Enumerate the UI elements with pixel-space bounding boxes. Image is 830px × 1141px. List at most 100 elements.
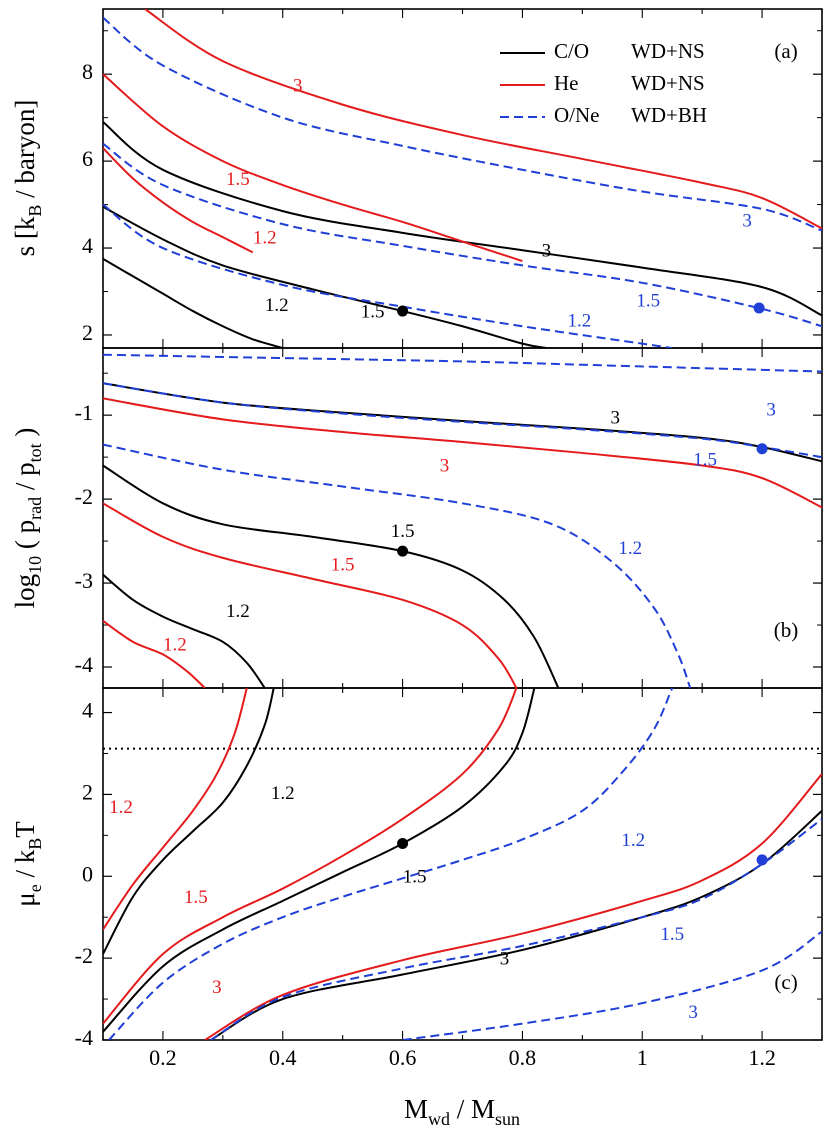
panel-a-ylabel: s [kB / baryon] bbox=[10, 100, 45, 257]
panel-c-plot-area bbox=[103, 688, 822, 1040]
panel-a-curve-label: 3 bbox=[293, 76, 303, 97]
axes-layer: 2 4 6 8 -4 -3 -2 -1 -4 -2 0 2 4 0.2 0.4 0.6 0.8 1 1.2 bbox=[75, 8, 823, 1070]
panel-a-series-co-1p2 bbox=[103, 258, 284, 348]
panel-a-curve-label: 1.5 bbox=[226, 169, 250, 190]
x-axis-tick-label: 1.2 bbox=[748, 1045, 776, 1070]
x-axis-tick-label: 0.8 bbox=[509, 1045, 537, 1070]
panel-c-series-co-3 bbox=[210, 810, 822, 1040]
panel-b-curve-label: 3 bbox=[611, 408, 621, 429]
panel-a-plot-area bbox=[103, 9, 822, 348]
panel-b-series-co-1p5 bbox=[103, 464, 560, 688]
panel-a-curve-label: 1.2 bbox=[265, 295, 289, 316]
panel-c-curve-label: 1.5 bbox=[184, 887, 208, 908]
panel-a-curve-label: 3 bbox=[542, 241, 552, 262]
x-axis-title: Mwd / Msun bbox=[404, 1094, 520, 1129]
axis-title-part: wd bbox=[428, 1109, 450, 1129]
panel-a-curve-label: 1.2 bbox=[253, 228, 277, 249]
panel-c-curve-label: 1.2 bbox=[271, 783, 295, 804]
axis-title-part: log bbox=[10, 574, 40, 609]
axis-title-part: sun bbox=[495, 1109, 520, 1129]
panel-c-curve-label: 1.5 bbox=[403, 867, 427, 888]
panel-c-series-one-1p5 bbox=[210, 818, 822, 1040]
panel-c-curve-label: 3 bbox=[500, 949, 510, 970]
axis-title-part: e bbox=[25, 884, 45, 892]
axis-title-part: T bbox=[10, 821, 40, 838]
panel-b-curve-label: 1.2 bbox=[163, 634, 187, 655]
panel-b-curve-label: 1.5 bbox=[693, 450, 717, 471]
panel-b-label: (b) bbox=[774, 618, 799, 642]
panel-c-series-he-1p2 bbox=[103, 688, 248, 931]
panel-a-curve-label: 1.5 bbox=[636, 291, 660, 312]
panel-a-series-he-1p5 bbox=[103, 73, 523, 263]
panel-c-ytick-label: -2 bbox=[75, 943, 93, 968]
panel-b-series-one-1p5 bbox=[103, 382, 822, 459]
axis-title-part: M bbox=[404, 1094, 428, 1124]
panel-c-ytick-label: 2 bbox=[82, 779, 93, 804]
panel-c-series-he-1p5 bbox=[103, 688, 518, 1025]
panel-a-ytick-label: 6 bbox=[82, 146, 93, 171]
x-axis-tick-label: 0.2 bbox=[149, 1045, 177, 1070]
legend-label-group: He bbox=[554, 71, 579, 95]
panel-a-series-he-1p2 bbox=[103, 147, 254, 254]
panel-c-marker-1 bbox=[756, 854, 768, 866]
panel-a-curve-label: 1.2 bbox=[567, 310, 591, 331]
panel-b-ytick-label: -3 bbox=[75, 568, 93, 593]
panel-b-marker-0 bbox=[397, 545, 409, 557]
panel-c-label: (c) bbox=[774, 970, 797, 994]
axis-title-part: 10 bbox=[25, 556, 45, 574]
axis-title-part: B bbox=[25, 205, 45, 217]
panel-c-series-co-1p2 bbox=[103, 688, 275, 955]
panel-b-plot-area bbox=[103, 353, 822, 688]
panel-b-curve-label: 1.2 bbox=[226, 601, 250, 622]
panel-c-ylabel: μe / kBT bbox=[10, 821, 45, 907]
label-layer: 3 1.5 1.2 3 1.2 1.5 3 1.5 1.2 (a) C/O WD+NS He WD+NS O… bbox=[10, 39, 798, 1129]
data-layer bbox=[103, 9, 822, 1040]
panel-b-ytick-label: -4 bbox=[75, 652, 93, 677]
panel-c-series-he-3 bbox=[204, 773, 822, 1040]
panel-b-curve-label: 3 bbox=[766, 399, 776, 420]
panel-b-series-one-1p2 bbox=[103, 443, 692, 688]
panel-a-series-one-1p2 bbox=[103, 203, 673, 348]
panel-b-ytick-label: -1 bbox=[75, 400, 93, 425]
panel-a-curve-label: 1.5 bbox=[361, 302, 385, 323]
panel-a-label: (a) bbox=[774, 39, 797, 63]
panel-c-ytick-label: 4 bbox=[82, 698, 93, 723]
panel-b-curve-label: 3 bbox=[440, 456, 450, 477]
axis-title-part: μ bbox=[10, 892, 40, 906]
axis-title-part: rad bbox=[25, 497, 45, 520]
axis-title-part: ( p bbox=[10, 520, 40, 556]
panel-c-frame bbox=[102, 687, 823, 1041]
panel-c-curve-label: 3 bbox=[688, 1002, 698, 1023]
panel-a-ytick-label: 2 bbox=[82, 320, 93, 345]
panel-c-curve-label: 1.2 bbox=[621, 830, 645, 851]
panel-b-series-one-3 bbox=[103, 353, 822, 373]
legend-label-system: WD+NS bbox=[631, 39, 705, 63]
legend-label-group: O/Ne bbox=[554, 103, 600, 127]
panel-b-series-he-3 bbox=[103, 397, 822, 509]
legend-label-group: C/O bbox=[554, 39, 589, 63]
panel-c-ytick-label: 0 bbox=[82, 861, 93, 886]
panel-a-series-co-1p5 bbox=[103, 205, 547, 348]
panel-b-curve-label: 1.2 bbox=[618, 538, 642, 559]
axis-title-part: tot bbox=[25, 443, 45, 462]
panel-b-ylabel: log10 ( prad / ptot ) bbox=[10, 428, 45, 609]
axis-title-part: ) bbox=[10, 428, 40, 444]
panel-c-curve-label: 3 bbox=[212, 977, 222, 998]
panel-b-series-co-1p2 bbox=[103, 573, 266, 688]
axis-title-part: B bbox=[25, 838, 45, 850]
panel-a-ytick-label: 8 bbox=[82, 59, 93, 84]
panel-a-series-one-3 bbox=[103, 16, 822, 232]
panel-b-ytick-label: -2 bbox=[75, 484, 93, 509]
panel-c-marker-0 bbox=[397, 838, 409, 850]
panel-a-marker-0 bbox=[397, 305, 409, 317]
panel-c-curve-label: 1.2 bbox=[109, 797, 133, 818]
axis-title-part: / k bbox=[10, 849, 40, 884]
panel-a-marker-1 bbox=[753, 302, 765, 314]
panel-b-curve-label: 1.5 bbox=[331, 555, 355, 576]
legend-label-system: WD+BH bbox=[631, 103, 707, 127]
panel-b-curve-label: 1.5 bbox=[391, 521, 415, 542]
axis-title-part: / M bbox=[450, 1094, 495, 1124]
panel-b-series-he-1p2 bbox=[103, 620, 206, 688]
panel-a-ytick-label: 4 bbox=[82, 233, 93, 258]
